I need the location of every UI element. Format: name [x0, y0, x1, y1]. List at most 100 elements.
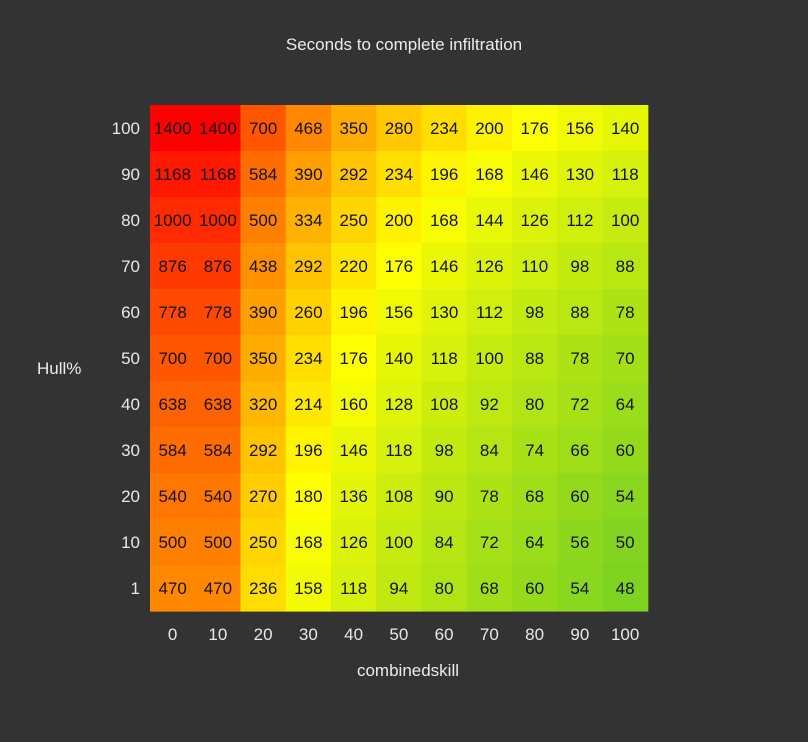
cell-value-label: 1400 — [199, 119, 237, 138]
x-tick-label: 40 — [344, 625, 363, 644]
heatmap-cell — [602, 473, 649, 520]
y-tick-label: 50 — [121, 349, 140, 368]
cell-value-label: 144 — [475, 211, 503, 230]
heatmap-cell — [557, 289, 604, 336]
cell-value-label: 140 — [385, 349, 413, 368]
cell-value-label: 160 — [339, 395, 367, 414]
heatmap-cell — [150, 381, 196, 428]
x-tick-label: 70 — [480, 625, 499, 644]
cell-value-label: 876 — [204, 257, 232, 276]
y-tick-label: 70 — [121, 257, 140, 276]
heatmap-cell — [512, 197, 558, 244]
heatmap-cell — [331, 519, 377, 566]
cell-value-label: 292 — [339, 165, 367, 184]
cell-value-label: 700 — [249, 119, 277, 138]
heatmap-cell — [466, 381, 513, 428]
cell-value-label: 64 — [525, 533, 544, 552]
cell-value-label: 584 — [249, 165, 277, 184]
cell-value-label: 1168 — [154, 165, 191, 184]
heatmap-cell — [512, 335, 558, 382]
cell-value-label: 64 — [616, 395, 635, 414]
cell-value-label: 168 — [475, 165, 503, 184]
heatmap-cell — [557, 335, 604, 382]
heatmap-cell — [376, 427, 423, 474]
cell-value-label: 98 — [525, 303, 544, 322]
cell-value-label: 146 — [339, 441, 367, 460]
heatmap-cell — [195, 105, 242, 152]
heatmap-cell — [331, 381, 377, 428]
x-tick-label: 20 — [254, 625, 273, 644]
heatmap-cell — [421, 335, 468, 382]
cell-value-label: 468 — [294, 119, 322, 138]
heatmap-cell — [466, 335, 513, 382]
y-tick-label: 80 — [121, 211, 140, 230]
heatmap-cell — [150, 151, 196, 198]
cell-value-label: 584 — [158, 441, 186, 460]
cell-value-label: 70 — [616, 349, 635, 368]
heatmap-cells — [150, 105, 649, 612]
heatmap-cell — [240, 105, 287, 152]
cell-value-label: 176 — [339, 349, 367, 368]
cell-value-label: 78 — [480, 487, 499, 506]
cell-value-label: 334 — [294, 211, 322, 230]
cell-value-label: 126 — [339, 533, 367, 552]
heatmap-cell — [150, 565, 196, 612]
heatmap-cell — [557, 519, 604, 566]
heatmap-cell — [376, 519, 423, 566]
heatmap-cell — [195, 381, 242, 428]
heatmap-cell — [602, 243, 649, 290]
cell-value-label: 50 — [616, 533, 635, 552]
cell-value-label: 350 — [249, 349, 277, 368]
cell-value-label: 196 — [339, 303, 367, 322]
cell-value-label: 118 — [431, 349, 458, 368]
cell-value-label: 112 — [476, 303, 503, 322]
heatmap-cell — [557, 473, 604, 520]
cell-value-label: 146 — [430, 257, 458, 276]
cell-value-label: 200 — [385, 211, 413, 230]
y-tick-label: 1 — [131, 579, 140, 598]
heatmap-cell — [240, 381, 287, 428]
cell-value-label: 108 — [385, 487, 413, 506]
heatmap-cell — [150, 427, 196, 474]
heatmap-cell — [512, 519, 558, 566]
heatmap-cell — [195, 427, 242, 474]
cell-value-label: 60 — [525, 579, 544, 598]
heatmap-cell — [150, 473, 196, 520]
cell-value-label: 118 — [340, 579, 367, 598]
heatmap-cell — [421, 565, 468, 612]
heatmap-cell — [285, 289, 332, 336]
y-tick-label: 10 — [121, 533, 140, 552]
cell-value-label: 140 — [611, 119, 639, 138]
heatmap-cell — [512, 151, 558, 198]
heatmap-cell — [421, 427, 468, 474]
heatmap-cell — [421, 243, 468, 290]
cell-value-label: 438 — [249, 257, 277, 276]
cell-value-label: 156 — [566, 119, 594, 138]
heatmap-cell — [150, 105, 196, 152]
heatmap-cell — [557, 151, 604, 198]
heatmap-cell — [557, 381, 604, 428]
cell-value-label: 168 — [294, 533, 322, 552]
cell-value-label: 88 — [616, 257, 635, 276]
heatmap-cell — [602, 151, 649, 198]
cell-value-label: 118 — [612, 165, 639, 184]
cell-value-label: 136 — [339, 487, 367, 506]
cell-value-label: 94 — [389, 579, 408, 598]
x-axis-ticks: 0 10 20 30 40 50 60 70 80 90 100 — [168, 625, 639, 644]
heatmap-cell — [331, 289, 377, 336]
y-tick-label: 60 — [121, 303, 140, 322]
cell-value-label: 1400 — [154, 119, 192, 138]
y-axis-ticks: 100 90 80 70 60 50 40 30 20 10 1 — [112, 119, 140, 598]
cell-value-label: 84 — [435, 533, 454, 552]
cell-value-label: 130 — [566, 165, 594, 184]
heatmap-cell — [285, 473, 332, 520]
heatmap-cell — [602, 565, 649, 612]
cell-value-label: 292 — [249, 441, 277, 460]
heatmap-cell — [421, 197, 468, 244]
heatmap-cell — [602, 197, 649, 244]
cell-value-label: 234 — [385, 165, 413, 184]
heatmap-cell — [285, 151, 332, 198]
x-tick-label: 10 — [208, 625, 227, 644]
heatmap-cell — [331, 243, 377, 290]
